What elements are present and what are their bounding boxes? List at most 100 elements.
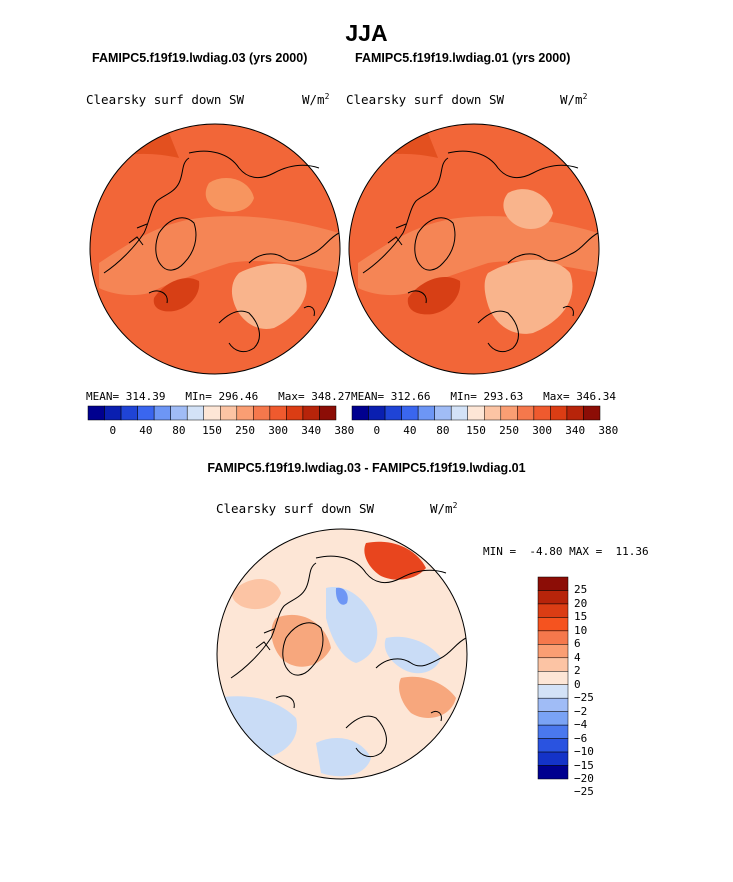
difference-colorbar-tick-label: −20 [574,772,594,785]
right-light-region [484,259,573,334]
right-colorbar-swatch [533,405,551,421]
right-colorbar-swatch [566,405,584,421]
difference-coastline-europe [345,715,387,758]
left-colorbar-swatch [153,405,171,421]
left-mean-value: 314.39 [125,390,166,403]
difference-blue-region-bottom [316,738,371,777]
left-coastline-islands [128,223,315,317]
difference-colorbar-tick-label: −15 [574,758,594,772]
difference-colorbar-tick-label: 10 [574,623,588,637]
right-colorbar-tick-label: 340 [565,424,586,437]
difference-colorbar-swatch [537,576,569,591]
right-colorbar-tick-label: 0 [373,424,381,437]
difference-colorbar-swatch [537,738,569,753]
difference-map-outline [216,528,468,780]
left-coastline-greenland [155,217,197,271]
difference-colorbar-labels: 25 20 15 10 6 4 2 0 −25 −2 −4 −6 −10 −15 −20 −25 [572,577,622,798]
left-colorbar-tick-label: 340 [301,424,322,437]
right-colorbar-swatch [500,405,518,421]
difference-title: FAMIPC5.f19f19.lwdiag.03 - FAMIPC5.f19f1… [207,461,526,475]
difference-coastline-alaska [315,555,447,584]
difference-colorbar-tick-label: 15 [574,610,588,624]
left-light-band [99,216,340,296]
left-colorbar-swatch [319,405,337,421]
difference-orange-right [399,676,456,718]
difference-units: W/m2 [430,501,458,517]
left-colorbar-swatch [269,405,287,421]
difference-colorbar-swatch [537,724,569,739]
left-colorbar-swatch [87,405,105,421]
difference-colorbar-swatch [537,697,569,712]
difference-colorbar-tick-label: −10 [574,745,594,759]
difference-colorbar-swatch [537,630,569,645]
difference-colorbar-tick-label: 4 [574,650,581,664]
right-colorbar-swatch [434,405,452,421]
left-colorbar-swatch [302,405,320,421]
difference-colorbar-swatch [537,671,569,685]
right-coastline-siberia [507,232,599,264]
right-colorbar-swatch [583,405,601,421]
left-colorbar [87,405,337,421]
difference-colorbar-tick-label: 25 [574,583,588,597]
right-colorbar-swatch [467,405,485,421]
difference-max-value: 11.36 [615,545,649,558]
difference-colorbar [537,576,569,780]
difference-colorbar-swatch [537,644,569,659]
left-units: W/m2 [302,92,330,108]
left-min-value: 296.46 [218,390,259,403]
difference-colorbar-swatch [537,765,569,780]
difference-red-top [364,541,426,580]
left-colorbar-tick-label: 40 [139,424,153,437]
right-colorbar-swatch [550,405,568,421]
right-stats: MEAN= 312.66 MIn= 293.63 Max= 346.34 [351,390,616,403]
difference-colorbar-tick-label: −6 [574,731,588,745]
right-colorbar-tick-label: 40 [403,424,417,437]
right-colorbar-tick-label: 300 [532,424,553,437]
left-colorbar-tick-label: 300 [268,424,289,437]
difference-colorbar-swatch [537,711,569,726]
left-coastline-europe [218,310,260,353]
difference-colorbar-swatch [537,617,569,632]
left-colorbar-swatch [120,405,138,421]
left-colorbar-swatch [203,405,221,421]
right-colorbar-swatch [450,405,468,421]
difference-variable-label: Clearsky surf down SW [216,501,375,516]
right-map-outline [348,123,600,375]
difference-colorbar-tick-label: −25 [574,785,594,799]
difference-min-max: MIN = -4.80 MAX = 11.36 [483,545,649,558]
right-colorbar-swatch [484,405,502,421]
left-colorbar-swatch [220,405,238,421]
right-coastline-europe [477,310,519,353]
difference-colorbar-swatch [537,684,569,699]
difference-colorbar-tick-label: 2 [574,664,581,678]
difference-coastline-islands [255,628,442,722]
right-colorbar-labels: 0 40 80 150 250 300 340 380 [352,424,618,438]
left-colorbar-tick-label: 250 [235,424,255,437]
right-coastline-canada [362,157,449,274]
left-dark-patch [153,278,200,312]
right-colorbar-swatch [517,405,535,421]
left-colorbar-swatch [236,405,254,421]
right-light-patch [503,189,553,229]
left-colorbar-tick-label: 150 [202,424,222,437]
difference-colorbar-tick-label: −4 [574,718,588,732]
left-colorbar-swatch [186,405,204,421]
right-dark-patch [407,277,461,315]
left-max-value: 348.27 [311,390,351,403]
difference-colorbar-swatch [537,657,569,672]
difference-colorbar-swatch [537,603,569,618]
right-variable-label: Clearsky surf down SW [346,92,505,107]
right-colorbar-swatch [368,405,386,421]
difference-blue-strong [335,587,348,605]
left-colorbar-tick-label: 80 [172,424,186,437]
right-colorbar-tick-label: 150 [466,424,486,437]
right-coastline-islands [387,223,574,317]
right-min-value: 293.63 [483,390,524,403]
left-colorbar-swatch [104,405,122,421]
right-polar-map [348,123,600,375]
difference-coastline-siberia [375,637,467,669]
left-stats: MEAN= 314.39 MIn= 296.46 Max= 348.27 [86,390,351,403]
right-units: W/m2 [560,92,588,108]
right-colorbar-tick-label: 380 [598,424,619,437]
right-colorbar-tick-label: 250 [499,424,519,437]
